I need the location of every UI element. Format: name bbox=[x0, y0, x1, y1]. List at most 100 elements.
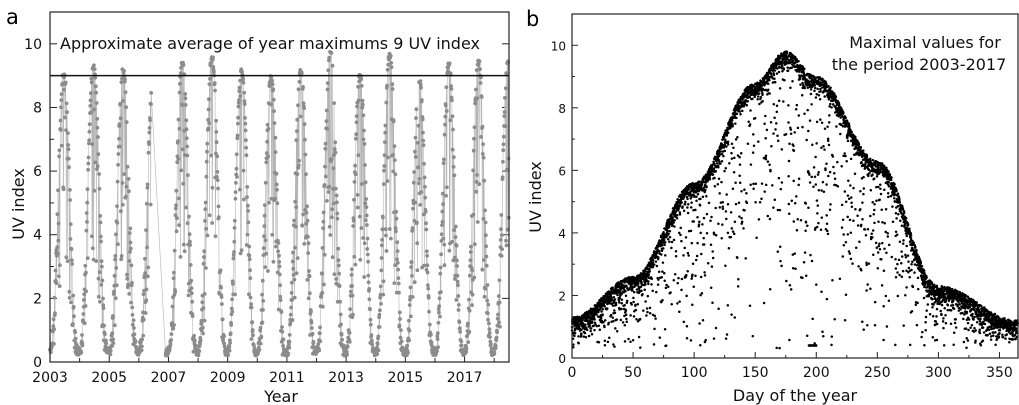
data-point bbox=[68, 188, 72, 192]
scatter-point bbox=[825, 82, 828, 86]
scatter-point bbox=[613, 311, 617, 315]
scatter-point bbox=[881, 241, 884, 245]
scatter-point bbox=[768, 78, 771, 82]
scatter-point bbox=[648, 267, 651, 271]
scatter-point bbox=[871, 236, 874, 239]
scatter-point bbox=[840, 165, 843, 168]
scatter-point bbox=[900, 275, 904, 278]
scatter-point bbox=[893, 193, 897, 196]
scatter-point bbox=[813, 89, 816, 92]
scatter-point bbox=[882, 304, 885, 308]
scatter-point bbox=[643, 288, 646, 292]
data-point bbox=[362, 275, 367, 279]
scatter-point bbox=[831, 103, 835, 106]
data-point bbox=[124, 194, 128, 199]
data-point bbox=[246, 209, 251, 213]
data-point bbox=[484, 244, 488, 249]
data-point bbox=[258, 341, 263, 346]
data-point bbox=[243, 121, 248, 126]
data-point bbox=[436, 320, 441, 325]
data-point bbox=[391, 119, 396, 124]
data-point bbox=[80, 343, 85, 348]
scatter-point bbox=[663, 240, 667, 244]
data-point bbox=[320, 246, 325, 250]
scatter-point bbox=[919, 274, 923, 277]
data-point bbox=[456, 283, 460, 288]
scatter-point bbox=[624, 289, 627, 293]
scatter-point bbox=[727, 246, 731, 250]
data-point bbox=[279, 310, 284, 314]
scatter-point bbox=[625, 299, 629, 303]
scatter-point bbox=[886, 183, 890, 186]
scatter-point bbox=[787, 104, 790, 107]
scatter-point bbox=[674, 249, 678, 253]
data-point bbox=[183, 103, 188, 107]
data-point bbox=[69, 258, 74, 263]
scatter-point bbox=[776, 134, 779, 138]
data-point bbox=[244, 153, 249, 158]
scatter-point bbox=[712, 337, 716, 340]
scatter-point bbox=[820, 216, 824, 219]
data-point bbox=[363, 201, 368, 206]
data-point bbox=[456, 294, 461, 298]
data-point bbox=[475, 96, 480, 101]
scatter-point bbox=[912, 241, 915, 245]
scatter-point bbox=[894, 186, 897, 190]
scatter-point bbox=[721, 223, 724, 226]
data-point bbox=[265, 122, 270, 127]
data-point bbox=[487, 321, 491, 326]
data-point bbox=[289, 305, 293, 310]
data-point bbox=[503, 124, 508, 129]
scatter-point bbox=[730, 227, 734, 230]
scatter-point bbox=[887, 299, 891, 303]
data-point bbox=[356, 84, 360, 89]
data-point bbox=[456, 308, 461, 312]
data-point bbox=[394, 209, 399, 214]
scatter-point bbox=[831, 279, 834, 282]
data-point bbox=[248, 268, 252, 273]
data-point bbox=[99, 259, 104, 263]
scatter-point bbox=[628, 287, 631, 291]
scatter-point bbox=[731, 230, 735, 233]
scatter-point bbox=[835, 125, 838, 128]
data-point bbox=[144, 201, 149, 206]
data-point bbox=[204, 159, 209, 164]
data-point bbox=[341, 343, 346, 348]
data-point bbox=[384, 233, 388, 238]
data-point bbox=[132, 326, 136, 330]
scatter-point bbox=[728, 161, 731, 165]
data-point bbox=[274, 182, 279, 187]
data-point bbox=[442, 157, 446, 162]
data-point bbox=[273, 196, 277, 201]
scatter-point bbox=[573, 324, 576, 327]
data-point bbox=[263, 180, 268, 185]
data-point bbox=[424, 227, 429, 232]
scatter-point bbox=[745, 201, 749, 205]
scatter-point bbox=[882, 175, 886, 178]
scatter-point bbox=[844, 200, 848, 203]
scatter-point bbox=[846, 120, 849, 124]
data-point bbox=[365, 223, 369, 227]
data-point bbox=[414, 107, 419, 112]
data-point bbox=[213, 234, 218, 239]
scatter-point bbox=[620, 301, 624, 305]
scatter-point bbox=[623, 340, 627, 343]
scatter-point bbox=[797, 114, 801, 117]
scatter-point bbox=[577, 325, 581, 328]
scatter-point bbox=[886, 231, 889, 235]
scatter-point bbox=[609, 299, 612, 303]
scatter-point bbox=[675, 217, 679, 220]
data-point bbox=[194, 343, 198, 348]
data-point bbox=[57, 148, 62, 153]
data-point bbox=[247, 292, 251, 297]
data-point bbox=[386, 62, 391, 67]
scatter-point bbox=[827, 84, 830, 88]
scatter-point bbox=[812, 185, 815, 189]
data-point bbox=[413, 155, 418, 159]
data-point bbox=[479, 135, 483, 139]
scatter-point bbox=[862, 149, 865, 152]
data-point bbox=[180, 103, 185, 107]
data-point bbox=[368, 322, 373, 327]
scatter-point bbox=[882, 338, 885, 342]
data-point bbox=[66, 131, 70, 136]
